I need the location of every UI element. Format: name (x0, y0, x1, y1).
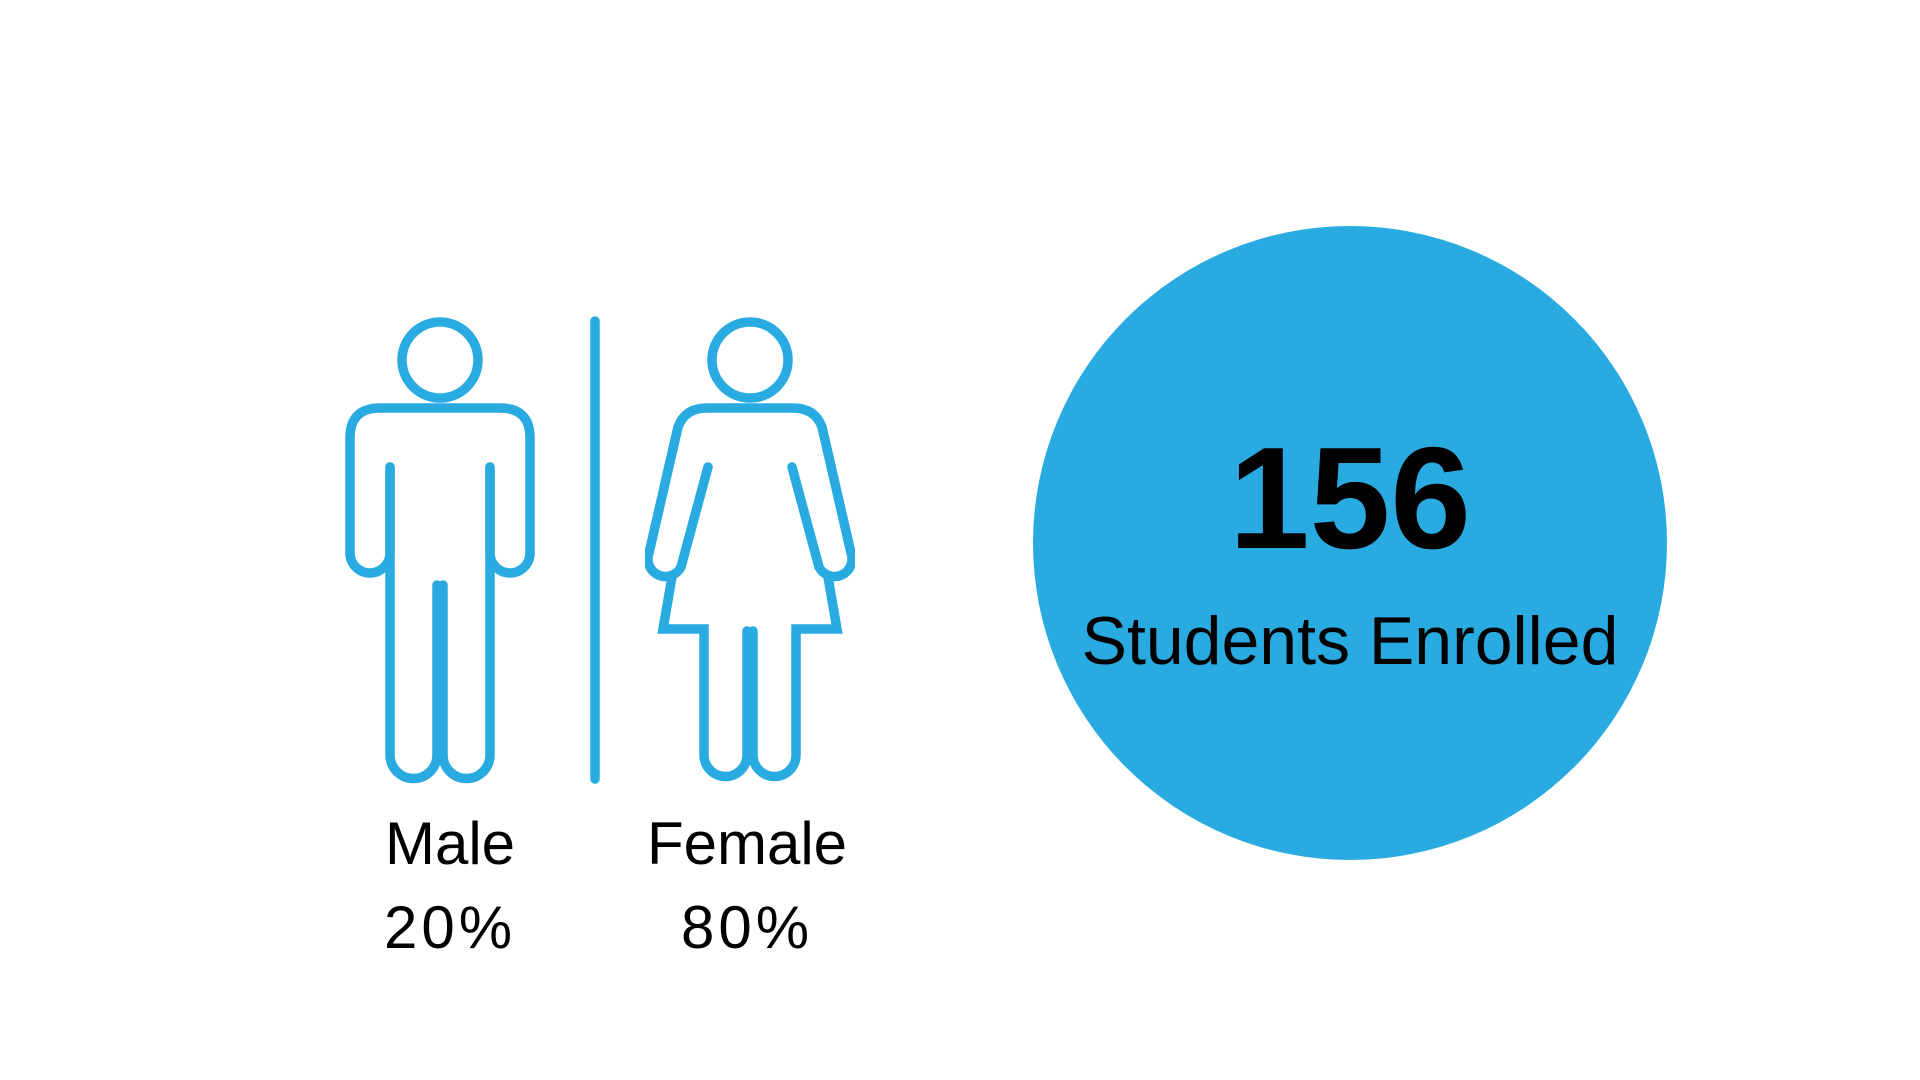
male-icon-right-leg (438, 462, 495, 784)
female-icon-arms-shoulders (645, 403, 855, 582)
enrollment-caption: Students Enrolled (1081, 603, 1619, 679)
female-icon-dress-right-leg (748, 572, 843, 782)
enrollment-circle-shape (1033, 226, 1667, 860)
enrollment-circle-fill (1033, 226, 1667, 860)
female-label-block: Female 80% (597, 802, 897, 970)
female-icon-head (707, 317, 793, 403)
female-label: Female (646, 810, 848, 877)
male-percent: 20% (383, 894, 517, 961)
male-label-block: Male 20% (300, 802, 600, 970)
female-percent: 80% (680, 894, 814, 961)
male-icon-left-leg (385, 462, 442, 784)
enrollment-circle: 156 Students Enrolled (1033, 226, 1667, 860)
male-label: Male (384, 810, 516, 877)
male-icon-torso (345, 403, 535, 578)
male-icon (345, 317, 535, 784)
male-icon-head (397, 317, 483, 403)
enrollment-count: 156 (1229, 417, 1471, 579)
female-icon (645, 317, 855, 782)
divider-line (590, 316, 600, 784)
female-icon-dress-left-leg (657, 572, 752, 782)
